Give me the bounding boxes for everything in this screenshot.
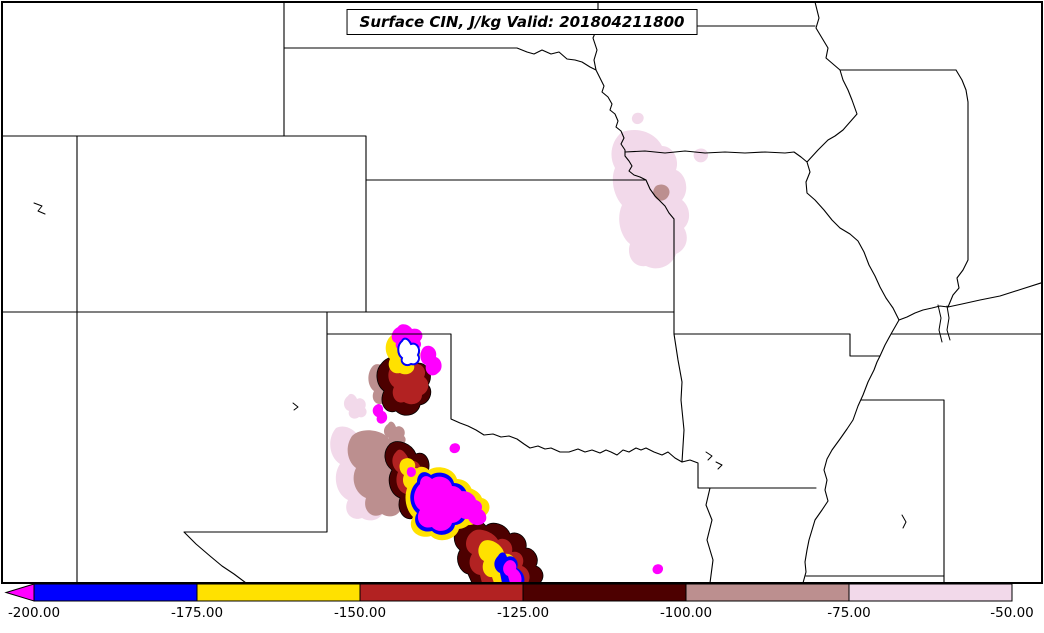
colorbar-segment-blue — [33, 583, 198, 602]
colorbar-tick-label: -100.00 — [660, 605, 712, 621]
state-boundaries — [2, 2, 1042, 583]
colorbar-tick-label: -150.00 — [334, 605, 386, 621]
contour-magenta-speck-easttexas — [652, 564, 664, 575]
contour-pale-pink-satellite — [631, 112, 644, 125]
contour-magenta-west-speck — [372, 403, 388, 424]
colorbar-tick-label: -200.00 — [8, 605, 60, 621]
colorbar: -200.00 -175.00 -150.00 -125.00 -100.00 … — [4, 583, 1034, 621]
colorbar-segment-crimson — [359, 583, 524, 602]
contour-magenta-right — [420, 345, 442, 376]
lake-river-squiggles — [33, 202, 951, 529]
contour-fills — [330, 112, 709, 583]
colorbar-segment-pale-pink — [848, 583, 1013, 602]
colorbar-segment-dark-maroon — [522, 583, 687, 602]
contour-pale-pink-nebraska-iowa — [611, 129, 690, 269]
map-frame — [1, 1, 1043, 584]
colorbar-tick-label: -50.00 — [990, 605, 1034, 621]
contour-white-hole — [397, 337, 421, 367]
colorbar-tick-label: -175.00 — [171, 605, 223, 621]
contour-mauve-iowa-dot — [653, 184, 670, 201]
plot-title: Surface CIN, J/kg Valid: 201804211800 — [346, 9, 698, 35]
contour-magenta-speck — [406, 467, 416, 478]
contour-mauve-neck — [383, 421, 406, 446]
contour-pale-pink-satellite — [693, 148, 709, 163]
contour-magenta-main — [414, 476, 464, 531]
colorbar-segment-yellow — [196, 583, 361, 602]
colorbar-segment-mauve — [685, 583, 850, 602]
colorbar-tick-label: -125.00 — [497, 605, 549, 621]
colorbar-tick-label: -75.00 — [827, 605, 871, 621]
state-border-lines — [2, 2, 1042, 583]
contour-magenta-east2 — [468, 507, 487, 526]
contour-magenta-redriver-core — [503, 560, 522, 583]
contour-pale-pink-spot — [343, 393, 367, 419]
contour-magenta-speck — [449, 443, 461, 454]
colorbar-extend-arrow-magenta — [4, 583, 35, 602]
